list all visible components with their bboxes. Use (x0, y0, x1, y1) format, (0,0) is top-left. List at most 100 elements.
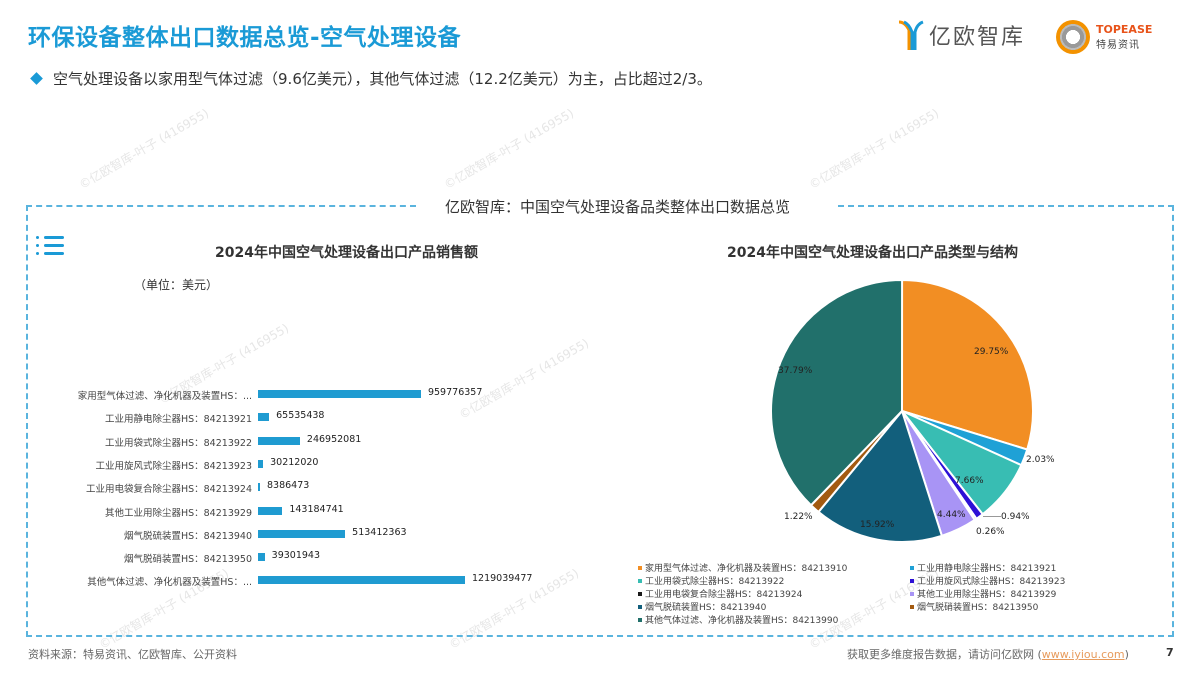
bar-category-label: 烟气脱硝装置HS：84213950 (123, 554, 252, 566)
legend-label: 烟气脱硫装置HS：84213940 (645, 603, 767, 613)
bar-value-label: 39301943 (271, 550, 321, 562)
bar-category-label: 其他工业用除尘器HS：84213929 (104, 507, 252, 519)
bar-category-label: 其他气体过滤、净化机器及装置HS：... (87, 577, 252, 589)
bar-row: 工业用旋风式除尘器HS：84213923 30212020 (0, 456, 600, 472)
bar-value-label: 959776357 (427, 387, 483, 398)
topease-logo: TOPEASE 特易资讯 (1056, 20, 1152, 54)
bar-chart: 家用型气体过滤、净化机器及装置HS：... 959776357 工业用静电除尘器HS… (0, 386, 600, 588)
legend-swatch-icon (638, 617, 642, 622)
legend-item[interactable]: 其他工业用除尘器HS：84213929 (910, 587, 1056, 600)
pie-slice[interactable] (770, 278, 904, 507)
legend-label: 工业用旋风式除尘器HS：84213923 (917, 577, 1066, 587)
legend-label: 工业用袋式除尘器HS：84213922 (645, 577, 785, 587)
legend-swatch-icon (638, 578, 642, 583)
pie-percent-label: 0.94% (1001, 512, 1030, 522)
more-info: 获取更多维度报告数据，请访问亿欧网 (www.iyiou.com) (847, 648, 1129, 661)
pie-percent-label: 29.75% (974, 347, 1009, 357)
topease-brand-top: TOP (1096, 23, 1121, 36)
pie-percent-label: 4.44% (937, 510, 966, 520)
legend-swatch-icon (910, 578, 914, 583)
panel-frame-top-left (26, 205, 416, 207)
bar-category-label: 工业用旋风式除尘器HS：84213923 (95, 460, 252, 472)
pie-percent-label: 37.79% (778, 366, 813, 376)
summary-text: 空气处理设备以家用型气体过滤（9.6亿美元），其他气体过滤（12.2亿美元）为主… (53, 70, 712, 88)
legend-label: 家用型气体过滤、净化机器及装置HS：84213910 (645, 564, 848, 574)
iyiou-link[interactable]: www.iyiou.com (1041, 648, 1125, 661)
bar-row: 其他工业用除尘器HS：84213929 143184741 (0, 503, 600, 519)
bar-chart-unit: （单位：美元） (134, 278, 219, 292)
page-title: 环保设备整体出口数据总览-空气处理设备 (28, 25, 462, 51)
bar[interactable] (258, 459, 264, 468)
bar-value-label: 143184741 (289, 503, 344, 515)
bar[interactable] (258, 576, 465, 585)
legend-item[interactable]: 家用型气体过滤、净化机器及装置HS：84213910 (638, 561, 847, 574)
bar-category-label: 工业用袋式除尘器HS：84213922 (104, 437, 252, 449)
topease-sub: 特易资讯 (1096, 40, 1140, 51)
bar[interactable] (258, 483, 260, 492)
bar-row: 工业用电袋复合除尘器HS：84213924 8386473 (0, 479, 600, 495)
bar[interactable] (258, 553, 265, 562)
pie-percent-label: 7.66% (955, 476, 984, 486)
legend-item[interactable]: 工业用静电除尘器HS：84213921 (910, 561, 1056, 574)
pie-percent-label: 15.92% (860, 520, 895, 530)
bar[interactable] (258, 413, 270, 422)
bar[interactable] (258, 436, 300, 445)
yiou-y-icon (897, 18, 925, 52)
pie-chart-title: 2024年中国空气处理设备出口产品类型与结构 (727, 245, 1018, 261)
list-icon (36, 235, 64, 257)
legend-label: 其他工业用除尘器HS：84213929 (917, 590, 1057, 600)
bar-row: 工业用静电除尘器HS：84213921 65535438 (0, 409, 600, 425)
yiou-logo-text: 亿欧智库 (929, 25, 1026, 50)
more-info-text: 获取更多维度报告数据，请访问亿欧网 ( (847, 648, 1042, 661)
bar-value-label: 65535438 (276, 410, 325, 422)
bar[interactable] (258, 390, 421, 398)
legend-label: 工业用电袋复合除尘器HS：84213924 (645, 590, 803, 600)
bar[interactable] (258, 529, 346, 538)
bar-row: 其他气体过滤、净化机器及装置HS：... 1219039477 (0, 572, 600, 588)
pie-slice[interactable] (901, 278, 1034, 451)
legend-item[interactable]: 工业用电袋复合除尘器HS：84213924 (638, 587, 802, 600)
bar-value-label: 1219039477 (472, 573, 533, 585)
watermark-text: ©亿欧智库-叶子 (416955) (806, 106, 942, 192)
legend-item[interactable]: 工业用旋风式除尘器HS：84213923 (910, 574, 1065, 587)
legend-item[interactable]: 烟气脱硝装置HS：84213950 (910, 600, 1038, 613)
legend-item[interactable]: 其他气体过滤、净化机器及装置HS：84213990 (638, 613, 838, 626)
topease-brand-ease: EASE (1120, 23, 1153, 36)
pie-percent-label: 0.26% (976, 527, 1005, 537)
bar-value-label: 246952081 (306, 433, 362, 445)
bar-category-label: 工业用静电除尘器HS：84213921 (104, 414, 252, 426)
bar[interactable] (258, 506, 283, 515)
bar-row: 烟气脱硫装置HS：84213940 513412363 (0, 526, 600, 542)
panel-frame-top-right (838, 205, 1174, 207)
page-number: 7 (1166, 646, 1174, 659)
legend-swatch-icon (638, 565, 642, 570)
summary-bullet: 空气处理设备以家用型气体过滤（9.6亿美元），其他气体过滤（12.2亿美元）为主… (30, 68, 712, 89)
legend-label: 烟气脱硝装置HS：84213950 (917, 603, 1039, 613)
bar-row: 家用型气体过滤、净化机器及装置HS：... 959776357 (0, 386, 600, 402)
leader-line (983, 516, 1001, 517)
panel-title: 亿欧智库：中国空气处理设备品类整体出口数据总览 (445, 198, 791, 216)
bar-value-label: 513412363 (352, 526, 407, 538)
legend-swatch-icon (910, 604, 914, 609)
source-note: 资料来源：特易资讯、亿欧智库、公开资料 (28, 648, 237, 661)
bar-category-label: 工业用电袋复合除尘器HS：84213924 (85, 484, 252, 496)
bar-category-label: 家用型气体过滤、净化机器及装置HS：... (77, 391, 252, 402)
bar-value-label: 30212020 (270, 456, 319, 468)
bar-row: 烟气脱硝装置HS：84213950 39301943 (0, 549, 600, 565)
legend-item[interactable]: 工业用袋式除尘器HS：84213922 (638, 574, 784, 587)
topease-ring-icon (1056, 20, 1090, 54)
bar-category-label: 烟气脱硫装置HS：84213940 (123, 530, 252, 542)
legend-swatch-icon (910, 591, 914, 596)
legend-label: 其他气体过滤、净化机器及装置HS：84213990 (645, 616, 839, 626)
pie-chart (770, 278, 1034, 543)
legend-swatch-icon (638, 591, 642, 596)
bar-row: 工业用袋式除尘器HS：84213922 246952081 (0, 433, 600, 449)
legend-swatch-icon (910, 565, 914, 570)
legend-label: 工业用静电除尘器HS：84213921 (917, 564, 1057, 574)
pie-percent-label: 1.22% (784, 512, 813, 522)
pie-percent-label: 2.03% (1026, 455, 1055, 465)
bar-value-label: 8386473 (267, 480, 310, 492)
bar-chart-title: 2024年中国空气处理设备出口产品销售额 (215, 245, 478, 261)
legend-item[interactable]: 烟气脱硫装置HS：84213940 (638, 600, 766, 613)
pie-slice[interactable] (817, 408, 944, 543)
